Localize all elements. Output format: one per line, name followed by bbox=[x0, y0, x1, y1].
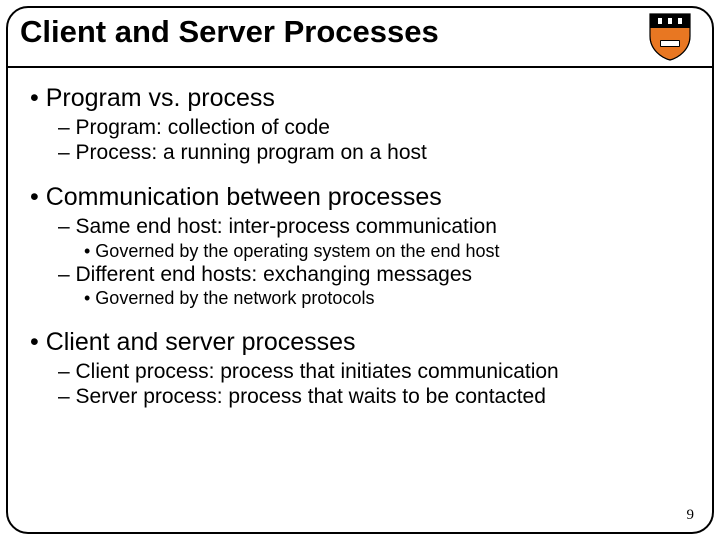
bullet-l3: • Governed by the network protocols bbox=[84, 287, 696, 310]
bullet-l2: – Same end host: inter-process communica… bbox=[58, 214, 696, 239]
bullet-l2: – Process: a running program on a host bbox=[58, 140, 696, 165]
spacer bbox=[30, 165, 696, 177]
slide-content: • Program vs. process – Program: collect… bbox=[30, 78, 696, 409]
page-number: 9 bbox=[687, 507, 695, 524]
princeton-shield-icon bbox=[644, 10, 696, 62]
title-divider bbox=[8, 66, 712, 68]
bullet-l2: – Client process: process that initiates… bbox=[58, 359, 696, 384]
spacer bbox=[30, 310, 696, 322]
bullet-l1: • Program vs. process bbox=[30, 84, 696, 113]
slide: Client and Server Processes • Program vs… bbox=[0, 0, 720, 540]
bullet-l2: – Different end hosts: exchanging messag… bbox=[58, 262, 696, 287]
bullet-l2: – Server process: process that waits to … bbox=[58, 384, 696, 409]
bullet-l1: • Communication between processes bbox=[30, 183, 696, 212]
bullet-l2: – Program: collection of code bbox=[58, 115, 696, 140]
bullet-l3: • Governed by the operating system on th… bbox=[84, 240, 696, 263]
bullet-l1: • Client and server processes bbox=[30, 328, 696, 357]
slide-title: Client and Server Processes bbox=[20, 14, 439, 50]
